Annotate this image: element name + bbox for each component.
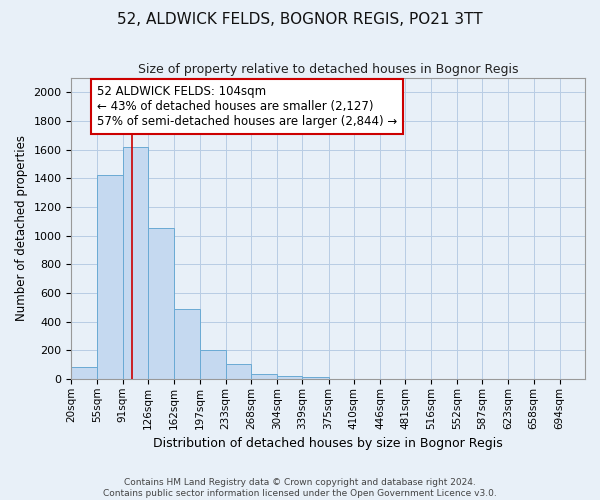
X-axis label: Distribution of detached houses by size in Bognor Regis: Distribution of detached houses by size …	[154, 437, 503, 450]
Text: 52, ALDWICK FELDS, BOGNOR REGIS, PO21 3TT: 52, ALDWICK FELDS, BOGNOR REGIS, PO21 3T…	[117, 12, 483, 28]
Text: 52 ALDWICK FELDS: 104sqm
← 43% of detached houses are smaller (2,127)
57% of sem: 52 ALDWICK FELDS: 104sqm ← 43% of detach…	[97, 85, 397, 128]
Y-axis label: Number of detached properties: Number of detached properties	[15, 136, 28, 322]
Bar	[174, 308, 200, 379]
Bar	[97, 176, 123, 379]
Bar	[251, 374, 277, 379]
Title: Size of property relative to detached houses in Bognor Regis: Size of property relative to detached ho…	[138, 62, 518, 76]
Text: Contains HM Land Registry data © Crown copyright and database right 2024.
Contai: Contains HM Land Registry data © Crown c…	[103, 478, 497, 498]
Bar	[71, 366, 97, 379]
Bar	[148, 228, 174, 379]
Bar	[302, 377, 329, 379]
Bar	[226, 364, 251, 379]
Bar	[200, 350, 226, 379]
Bar	[277, 376, 302, 379]
Bar	[123, 147, 148, 379]
